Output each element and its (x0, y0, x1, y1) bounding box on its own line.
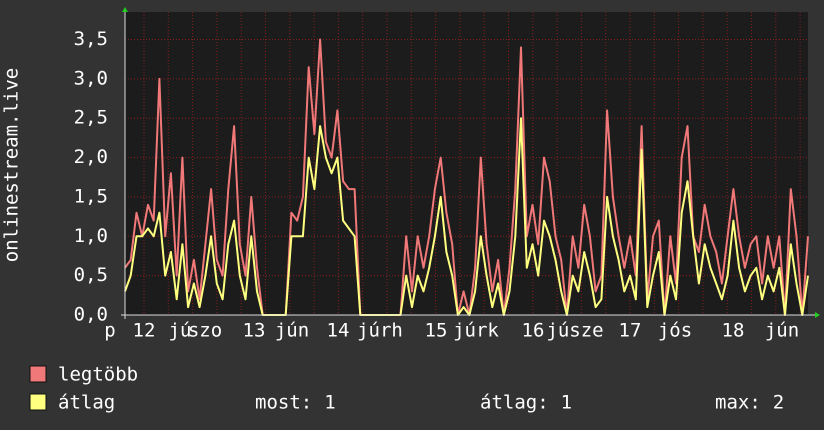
stat-label: átlag: (480, 392, 549, 414)
legend-label: legtöbb (58, 364, 138, 386)
plot-area (125, 12, 808, 315)
x-tick-label: 13 (243, 320, 266, 342)
stat-value: 1 (324, 392, 335, 414)
legend-swatch (29, 365, 47, 383)
x-tick-label: jú (169, 320, 192, 342)
x-tick-label: júrh (357, 320, 403, 342)
x-tick-label: jún (765, 320, 799, 342)
series-line (124, 117, 809, 316)
x-tick-label: 17 (619, 320, 642, 342)
axis-arrow (815, 312, 820, 318)
axis-arrow (122, 7, 128, 12)
x-tick-label: júrk (453, 320, 499, 342)
y-tick-label: 3,0 (74, 67, 108, 89)
x-tick-label: jún (275, 320, 309, 342)
x-tick-label: 15 (425, 320, 448, 342)
legend-label: átlag (58, 392, 115, 414)
x-tick-label: 16 (522, 320, 545, 342)
y-tick-label: 0,5 (74, 264, 108, 286)
y-tick-label: 2,0 (74, 146, 108, 168)
y-tick-label: 2,5 (74, 107, 108, 129)
legend-swatch (29, 393, 47, 411)
x-tick-label: júsze (546, 320, 603, 342)
x-tick-label: p (104, 320, 115, 342)
x-tick-label: jós (658, 320, 692, 342)
x-tick-label: 12 (133, 320, 156, 342)
y-axis-label: onlinestream.live (1, 68, 23, 262)
y-tick-label: 3,5 (74, 28, 108, 50)
y-tick-label: 0,0 (74, 304, 108, 326)
x-tick-label: szo (188, 320, 222, 342)
y-tick-label: 1,5 (74, 185, 108, 207)
stat-value: 1 (561, 392, 572, 414)
x-tick-label: 18 (722, 320, 745, 342)
stat-label: most: (255, 392, 312, 414)
y-tick-label: 1,0 (74, 225, 108, 247)
legend: legtöbb átlag most: 1 átlag: 1 max: 2 (29, 364, 784, 414)
stat-value: 2 (773, 392, 784, 414)
series (124, 38, 809, 316)
x-tick-label: 14 (327, 320, 350, 342)
stat-label: max: (715, 392, 761, 414)
